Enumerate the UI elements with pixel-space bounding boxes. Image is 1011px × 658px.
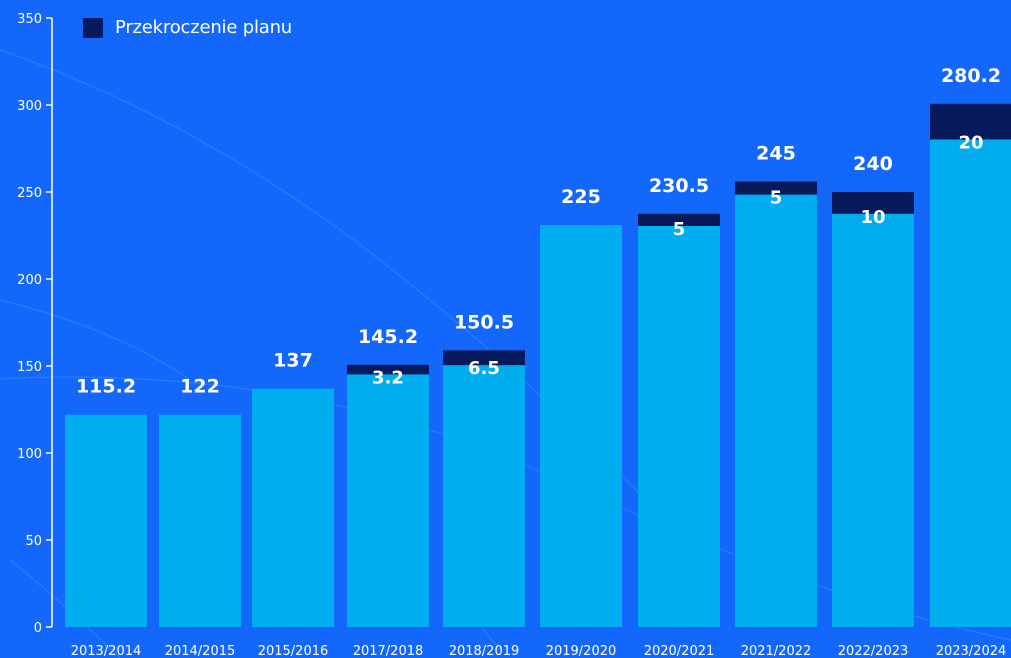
total-label-2020/2021: 230.5 [649,175,709,197]
x-axis-tick-labels: 2013/2014 2014/2015 2015/2016 2017/2018 2018… [71,644,1007,658]
bar-base-2019/2020 [540,225,622,627]
bars [65,103,1011,628]
overrun-label-2021/2022: 5 [770,188,783,209]
x-tick-label-2013/2014: 2013/2014 [71,644,142,658]
x-tick-label-2017/2018: 2017/2018 [353,644,424,658]
total-label-2019/2020: 225 [561,186,601,208]
bar-overrun-2017/2018 [347,364,429,375]
total-label-2023/2024: 280.2 [941,65,1001,87]
overrun-label-2018/2019: 6.5 [468,358,500,379]
total-label-2015/2016: 137 [273,350,313,372]
overrun-label-2023/2024: 20 [958,132,983,153]
y-tick-label-200: 200 [17,273,42,288]
x-tick-label-2022/2023: 2022/2023 [838,644,909,658]
legend-swatch-overrun [83,17,103,38]
y-tick-label-0: 0 [34,621,42,636]
y-tick-label-50: 50 [25,534,42,549]
overrun-label-2022/2023: 10 [860,207,885,228]
bar-base-2013/2014 [65,414,147,627]
bar-base-2014/2015 [159,414,241,627]
x-tick-label-2014/2015: 2014/2015 [165,644,236,658]
y-tick-label-150: 150 [17,360,42,375]
bar-base-2023/2024 [930,139,1011,627]
bar-base-2017/2018 [347,374,429,627]
y-tick-label-250: 250 [17,186,42,201]
bar-overrun-2023/2024 [930,103,1011,140]
total-label-2022/2023: 240 [853,153,893,175]
total-label-2013/2014: 115.2 [76,376,136,398]
bar-base-2018/2019 [443,365,525,627]
total-label-2021/2022: 245 [756,143,796,165]
x-tick-label-2023/2024: 2023/2024 [936,644,1007,658]
total-label-2014/2015: 122 [180,376,220,398]
y-tick-label-300: 300 [17,99,42,114]
y-axis: 0 50 100 150 200 250 300 350 [17,12,53,636]
data-labels: 115.2 122 137 145.2 3.2 150.5 6.5 225 230.5 5 245 5… [76,65,1001,398]
legend: Przekroczenie planu [83,17,292,38]
bar-overrun-2020/2021 [638,213,720,226]
y-tick-label-350: 350 [17,12,42,27]
bar-base-2020/2021 [638,225,720,627]
bar-base-2015/2016 [252,388,334,627]
bar-overrun-2021/2022 [735,181,817,195]
x-tick-label-2021/2022: 2021/2022 [741,644,812,658]
bar-overrun-2018/2019 [443,350,525,366]
y-tick-label-100: 100 [17,447,42,462]
bar-overrun-2022/2023 [832,192,914,214]
x-tick-label-2020/2021: 2020/2021 [644,644,715,658]
total-label-2017/2018: 145.2 [358,326,418,348]
legend-label-overrun: Przekroczenie planu [115,17,292,38]
x-tick-label-2018/2019: 2018/2019 [449,644,520,658]
x-tick-label-2019/2020: 2019/2020 [546,644,617,658]
bar-base-2021/2022 [735,194,817,628]
overrun-label-2020/2021: 5 [673,219,686,240]
overrun-label-2017/2018: 3.2 [372,367,404,388]
x-tick-label-2015/2016: 2015/2016 [258,644,329,658]
total-label-2018/2019: 150.5 [454,311,514,333]
bar-base-2022/2023 [832,213,914,627]
